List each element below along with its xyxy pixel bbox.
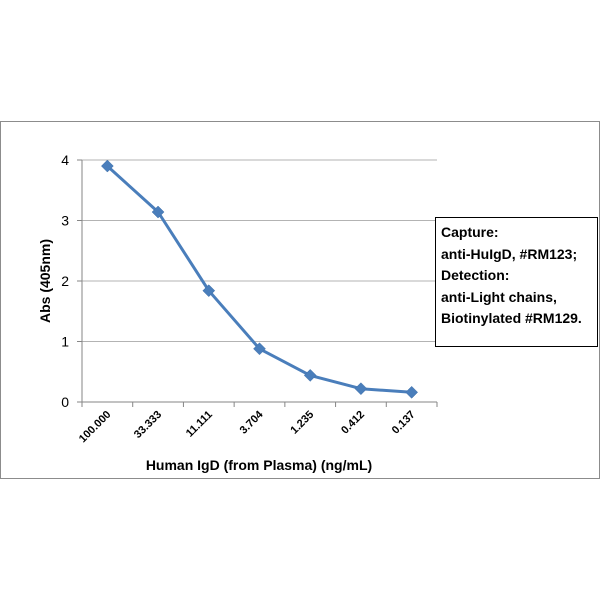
x-tick-label: 11.111 [184, 409, 215, 440]
annotation-line: Biotinylated #RM129. [441, 310, 582, 326]
data-point [253, 342, 266, 356]
data-point [303, 369, 317, 382]
annotation-line: anti-HuIgD, #RM123; [441, 245, 578, 262]
annotation-line: Detection: [441, 267, 510, 283]
x-tick-label: 100.000 [77, 409, 114, 446]
annotation-line: Capture: [441, 224, 499, 240]
annotation-line: anti-Light chains, [441, 288, 557, 305]
y-tick-label: 4 [61, 152, 69, 168]
y-tick-label: 1 [61, 334, 69, 350]
annotation-box: Capture: anti-HuIgD, #RM123; Detection: … [435, 217, 598, 347]
data-point [101, 159, 114, 173]
series [101, 159, 418, 399]
y-tick-label: 3 [61, 213, 69, 229]
x-tick-label: 33.333 [132, 409, 164, 441]
x-tick-label: 0.412 [339, 409, 367, 437]
y-tick-label: 0 [61, 394, 69, 410]
y-axis-title: Abs (405nm) [37, 239, 53, 323]
x-axis-title: Human IgD (from Plasma) (ng/mL) [146, 457, 372, 473]
x-tick-label: 1.235 [288, 409, 316, 437]
y-tick-label: 2 [61, 273, 69, 289]
x-tick-label: 3.704 [238, 408, 267, 437]
series-line [106, 164, 412, 394]
data-point [354, 382, 368, 396]
data-point [405, 385, 418, 399]
x-axis-ticks: 100.000 33.333 11.111 3.704 1.235 0.412 0.137 [77, 408, 418, 445]
x-tick-label: 0.137 [390, 409, 418, 437]
gridlines [77, 159, 438, 407]
y-axis-ticks: 0 1 2 3 4 [61, 152, 69, 410]
data-point [151, 205, 165, 219]
data-point [202, 284, 216, 298]
